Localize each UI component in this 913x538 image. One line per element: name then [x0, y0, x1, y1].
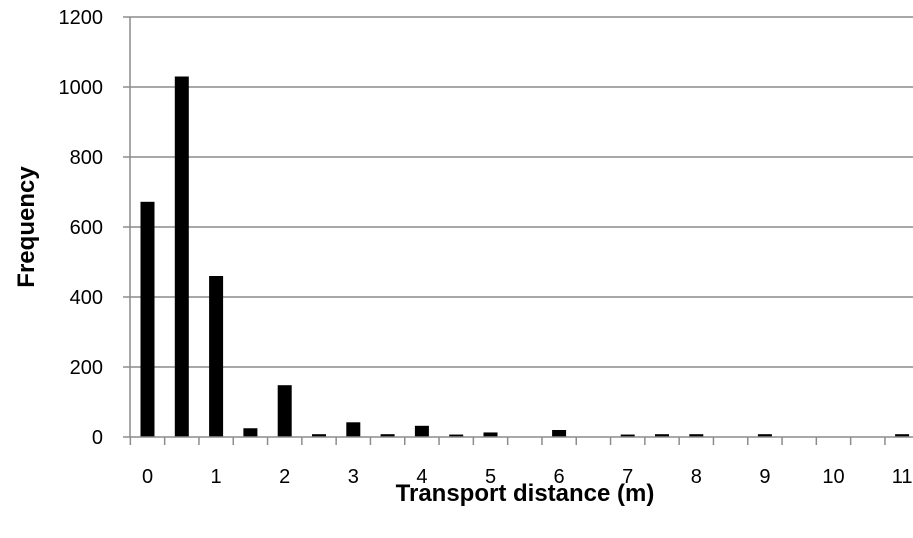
x-tick-label: 3 [348, 466, 359, 488]
y-tick-label: 400 [70, 287, 103, 309]
bar [380, 434, 395, 437]
bar [277, 385, 292, 437]
x-tick-label: 5 [485, 466, 496, 488]
y-tick-label: 0 [92, 427, 103, 449]
x-tick-label: 11 [892, 466, 913, 488]
axes [123, 16, 913, 445]
gridlines [130, 16, 913, 368]
x-tick-label: 10 [822, 466, 844, 488]
bar [895, 434, 910, 437]
x-tick-label: 8 [691, 466, 702, 488]
y-tick-label: 1200 [59, 7, 104, 29]
x-tick-labels: 0 1 2 3 4 5 6 7 8 9 10 11 [142, 466, 913, 488]
bars [140, 76, 910, 437]
x-tick-label: 7 [622, 466, 633, 488]
bar [140, 201, 155, 437]
x-tick-label: 6 [554, 466, 565, 488]
x-tick-label: 9 [759, 466, 770, 488]
bar [243, 428, 258, 437]
bar [209, 276, 224, 437]
bar [620, 434, 635, 437]
bar [312, 434, 326, 437]
bar [655, 434, 669, 437]
x-tick-label: 2 [279, 466, 290, 488]
y-tick-label: 800 [70, 147, 103, 169]
bar [552, 430, 567, 437]
bar [757, 434, 772, 437]
y-tick-label: 1000 [59, 77, 104, 99]
bar [689, 434, 704, 437]
bar [174, 76, 189, 437]
bar [414, 425, 429, 437]
x-tick-label: 0 [142, 466, 153, 488]
y-tick-labels: 0 200 400 600 800 1000 1200 [59, 7, 104, 449]
x-tick-label: 1 [211, 466, 222, 488]
bar [449, 434, 464, 437]
x-tick-label: 4 [416, 466, 427, 488]
bar [483, 432, 498, 437]
y-tick-label: 600 [70, 217, 103, 239]
x-axis-title: Transport distance (m) [396, 480, 655, 507]
bar [346, 422, 361, 437]
y-tick-label: 200 [70, 357, 103, 379]
y-axis-title: Frequency [13, 166, 40, 288]
